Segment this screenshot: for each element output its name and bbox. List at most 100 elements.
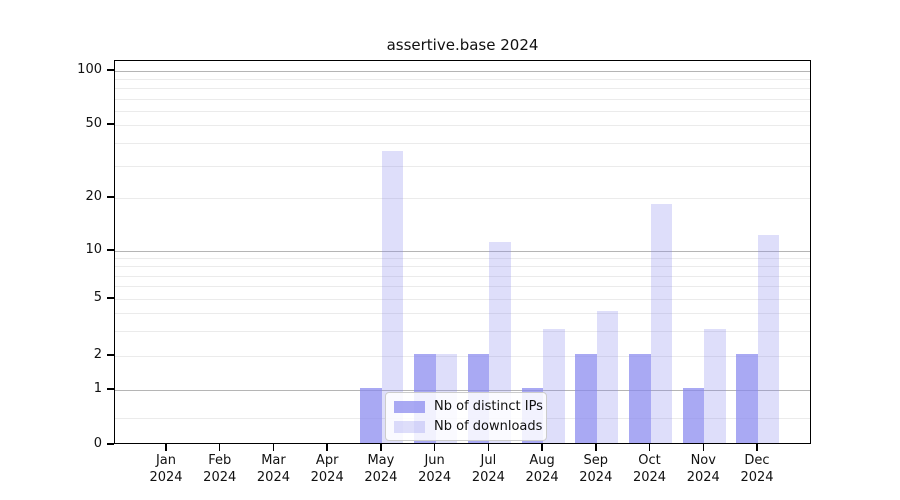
y-tick-mark <box>107 69 114 71</box>
y-tick-label: 2 <box>93 347 102 362</box>
x-tick-line: Apr <box>315 453 339 468</box>
x-tick-label: Oct 2024 <box>618 452 682 486</box>
gridline-major <box>115 71 810 72</box>
x-tick-mark <box>487 444 490 451</box>
gridline-minor <box>115 299 810 300</box>
x-tick-label: Sep 2024 <box>564 452 628 486</box>
gridline-minor <box>115 275 810 277</box>
gridline-minor <box>115 98 810 100</box>
x-tick-line: Sep <box>583 453 609 468</box>
legend-swatch-downloads <box>394 420 425 433</box>
gridline-minor <box>115 258 810 260</box>
bar-downloads-nov <box>704 328 726 443</box>
x-tick-line: 2024 <box>632 470 667 485</box>
x-tick-line: Aug <box>529 453 555 468</box>
bar-distinct-ips-sep <box>575 354 597 443</box>
x-tick-mark <box>702 444 704 451</box>
x-tick-line: 2024 <box>471 470 505 485</box>
x-tick-label: May 2024 <box>349 452 413 486</box>
legend-swatch-distinct-ips <box>394 400 425 413</box>
x-tick-line: Nov <box>690 453 716 468</box>
y-tick-label: 20 <box>85 189 102 204</box>
bar-distinct-ips-may <box>360 388 382 443</box>
x-tick-line: Jun <box>424 453 445 468</box>
x-tick-mark <box>219 444 221 451</box>
x-tick-mark <box>326 444 328 451</box>
gridline-major <box>115 390 810 391</box>
bar-distinct-ips-oct <box>629 354 651 443</box>
gridline-minor <box>115 286 810 288</box>
x-tick-label: Jan 2024 <box>134 452 198 486</box>
x-tick-line: Feb <box>208 453 232 468</box>
gridline-minor <box>115 79 810 81</box>
gridline-minor <box>115 110 810 112</box>
gridline-minor <box>115 88 810 90</box>
y-tick-label: 100 <box>77 62 102 77</box>
x-tick-mark <box>165 444 167 451</box>
gridline-minor <box>115 125 810 126</box>
gridline-minor <box>115 356 810 357</box>
legend-label-downloads: Nb of downloads <box>434 419 543 434</box>
y-tick-mark <box>107 388 114 390</box>
x-tick-line: 2024 <box>525 470 559 485</box>
bar-downloads-sep <box>596 310 619 443</box>
x-tick-mark <box>541 444 543 451</box>
legend: Nb of distinct IPs Nb of downloads <box>385 392 547 441</box>
x-tick-mark <box>756 444 758 451</box>
legend-item-distinct-ips: Nb of distinct IPs <box>394 399 543 414</box>
x-tick-line: 2024 <box>256 470 290 485</box>
y-tick-label: 10 <box>85 242 102 257</box>
y-tick-mark <box>107 443 114 445</box>
gridline-minor <box>115 266 810 268</box>
x-tick-label: Feb 2024 <box>188 452 252 486</box>
y-tick-label: 50 <box>85 116 102 131</box>
x-tick-mark <box>380 444 382 451</box>
x-tick-label: Nov 2024 <box>671 452 735 486</box>
x-tick-line: 2024 <box>418 470 452 485</box>
bar-downloads-dec <box>757 235 780 443</box>
gridline-minor <box>115 330 810 332</box>
bar-distinct-ips-dec <box>736 354 758 443</box>
legend-item-downloads: Nb of downloads <box>394 419 542 434</box>
gridline-major <box>115 251 810 252</box>
x-tick-label: Jul 2024 <box>456 452 520 486</box>
bar-distinct-ips-nov <box>682 388 705 443</box>
x-tick-line: Jul <box>480 453 497 468</box>
bar-downloads-may <box>381 151 404 443</box>
x-tick-label: Aug 2024 <box>510 452 574 486</box>
gridline-minor <box>115 312 810 314</box>
x-tick-label: Dec 2024 <box>725 452 789 486</box>
x-tick-line: 2024 <box>686 470 720 485</box>
x-tick-mark <box>595 444 597 451</box>
bar-downloads-oct <box>650 204 673 443</box>
x-tick-line: Dec <box>744 453 770 468</box>
plot-area <box>114 60 811 444</box>
x-tick-mark <box>433 444 436 451</box>
y-tick-mark <box>107 354 114 356</box>
x-tick-line: Mar <box>261 453 286 468</box>
y-tick-mark <box>107 123 114 125</box>
legend-label-distinct-ips: Nb of distinct IPs <box>434 399 543 414</box>
y-tick-mark <box>107 297 114 299</box>
x-tick-label: Mar 2024 <box>241 452 305 486</box>
gridline-minor <box>115 165 810 167</box>
x-tick-line: Oct <box>638 453 661 468</box>
bar-downloads-aug <box>543 328 565 443</box>
x-tick-line: Jan <box>155 453 177 468</box>
gridline-minor <box>115 198 810 199</box>
x-tick-label: Apr 2024 <box>295 452 359 486</box>
y-tick-mark <box>107 249 114 251</box>
gridline-minor <box>115 142 810 144</box>
x-tick-line: 2024 <box>740 470 774 485</box>
x-tick-mark <box>272 444 275 451</box>
y-tick-label: 5 <box>93 290 102 305</box>
x-tick-label: Jun 2024 <box>403 452 467 486</box>
x-tick-line: 2024 <box>364 470 398 485</box>
x-tick-line: 2024 <box>579 470 613 485</box>
x-tick-line: May <box>367 453 395 468</box>
x-tick-line: 2024 <box>310 470 344 485</box>
chart-title: assertive.base 2024 <box>386 36 539 54</box>
y-tick-mark <box>107 196 114 198</box>
x-tick-mark <box>648 444 651 451</box>
